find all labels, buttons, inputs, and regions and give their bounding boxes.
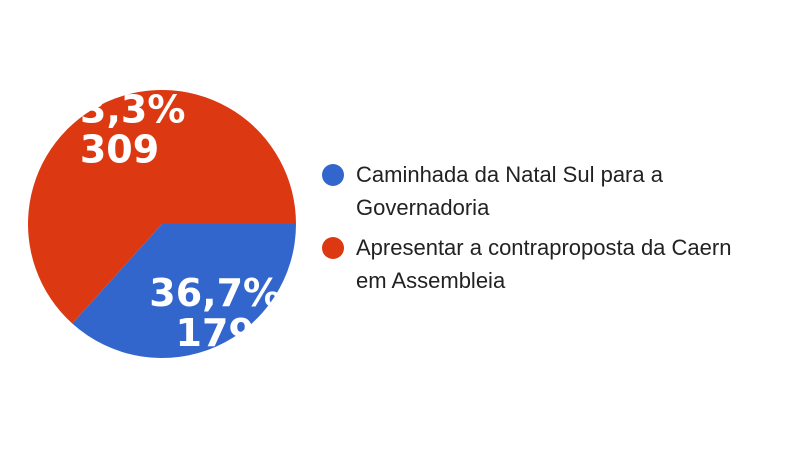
slice-percent-label-2: 63,3%: [54, 87, 186, 131]
legend-label-line: Governadoria: [356, 195, 490, 220]
legend-label-line: Caminhada da Natal Sul para a: [356, 162, 663, 187]
legend-swatch-icon: [322, 237, 344, 259]
pie-slice-2: [28, 89, 297, 324]
legend-item-2: Apresentar a contraproposta da Caern em A…: [322, 231, 782, 297]
pie-slice-1: [72, 224, 296, 358]
slice-count-label-1: 179: [176, 311, 255, 355]
slice-percent-label-1: 36,7%: [149, 271, 281, 315]
legend-label-line: em Assembleia: [356, 268, 506, 293]
legend-label: Caminhada da Natal Sul para a Governadori…: [356, 158, 663, 224]
chart-legend: Caminhada da Natal Sul para a Governadori…: [322, 158, 782, 304]
slice-count-label-2: 309: [80, 127, 159, 171]
legend-label: Apresentar a contraproposta da Caern em A…: [356, 231, 731, 297]
legend-label-line: Apresentar a contraproposta da Caern: [356, 235, 732, 260]
legend-swatch-icon: [322, 164, 344, 186]
legend-item-1: Caminhada da Natal Sul para a Governadori…: [322, 158, 782, 224]
